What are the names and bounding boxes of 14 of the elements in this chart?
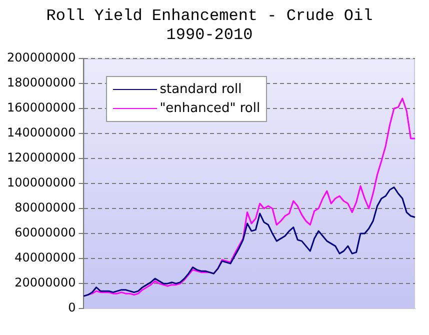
y-tick-label: 200000000 xyxy=(6,50,76,65)
y-tick-label: 20000000 xyxy=(14,276,76,290)
y-tick-label: 160000000 xyxy=(6,100,76,115)
y-tick-label: 0 xyxy=(68,300,76,315)
legend-label: "enhanced" roll xyxy=(158,100,260,118)
y-tick-label: 140000000 xyxy=(6,126,76,140)
chart-title: Roll Yield Enhancement - Crude Oil 1990-2010 xyxy=(46,6,373,44)
y-tick-label: 180000000 xyxy=(6,76,76,90)
y-tick-label: 80000000 xyxy=(14,200,76,215)
y-tick-label: 120000000 xyxy=(6,150,76,165)
y-tick-label: 40000000 xyxy=(14,250,76,265)
y-tick-label: 60000000 xyxy=(14,226,76,240)
legend-label: standard roll xyxy=(158,81,243,100)
y-tick-label: 100000000 xyxy=(6,176,76,190)
